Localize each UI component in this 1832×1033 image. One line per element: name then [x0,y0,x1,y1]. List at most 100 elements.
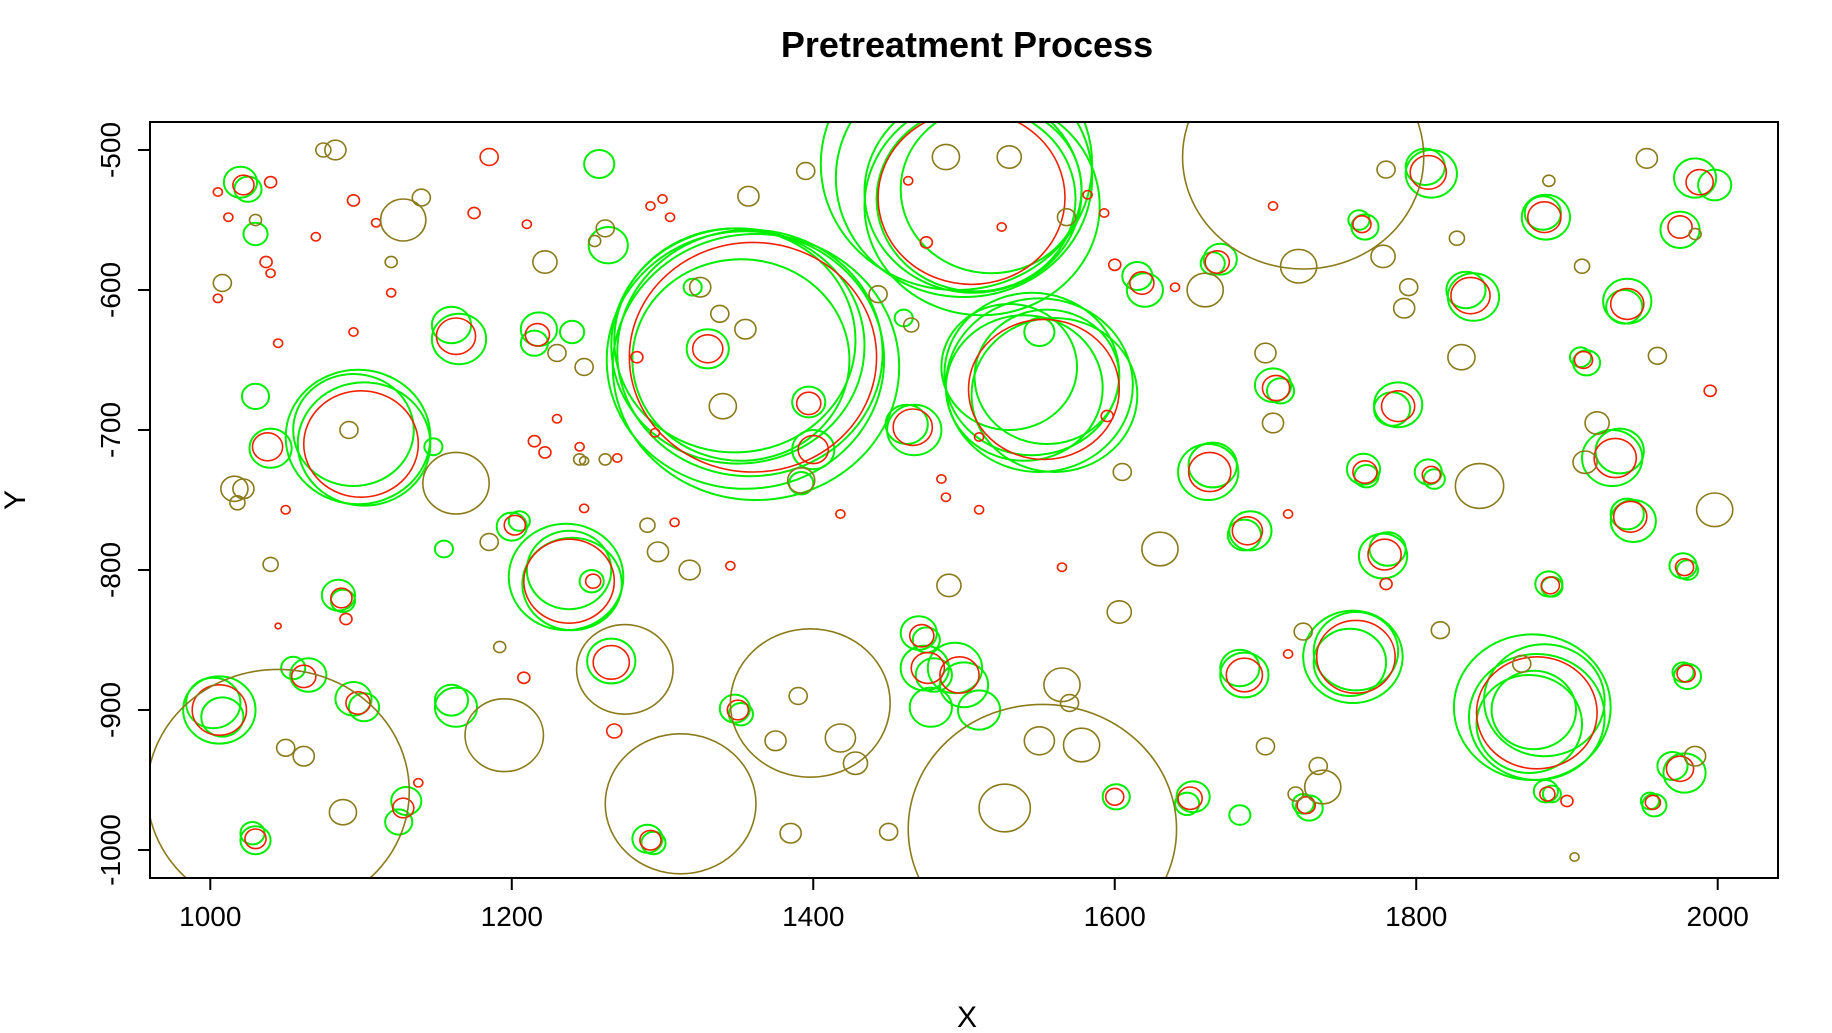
circle-mark [956,689,1002,731]
circle-mark [1352,215,1372,234]
circle-mark [584,573,602,590]
circle-mark [1665,755,1695,783]
circle-mark [328,798,358,826]
circle-mark [302,389,420,498]
circle-mark [1202,242,1238,276]
plot-area [150,122,1734,878]
circle-mark [1398,278,1419,297]
circle-mark [1422,468,1446,490]
circle-mark [834,122,1094,298]
circle-mark [978,783,1032,833]
circle-mark [479,532,500,552]
circle-mark [1659,210,1701,250]
circle-mark [1293,622,1314,641]
circle-mark [1023,725,1056,756]
circle-mark [908,686,953,728]
circle-mark [1448,230,1466,246]
circle-mark [1483,643,1606,758]
circle-mark [248,427,293,469]
circle-mark [1204,250,1231,275]
circle-mark [610,227,866,465]
circle-mark [1573,258,1591,275]
circle-mark [212,293,224,304]
circle-mark [384,808,414,836]
circle-mark [611,233,901,501]
circle-mark [1609,287,1645,321]
circle-mark [639,517,656,534]
circle-mark [1287,786,1304,802]
circle-mark [1177,786,1203,811]
circle-mark [182,675,257,745]
circle-mark [1106,599,1133,624]
circle-mark [239,825,272,856]
circle-mark [1676,664,1696,683]
circle-mark [229,494,246,511]
circle-mark [233,175,263,203]
circle-mark [1404,149,1458,199]
circle-mark [1367,538,1402,571]
circle-mark [1612,500,1648,533]
circle-mark [422,451,490,515]
circle-mark [877,122,1066,286]
circle-mark [251,431,284,462]
circle-mark [910,651,946,685]
circle-mark [908,623,935,648]
circle-mark [1609,497,1645,531]
x-tick-label: 2000 [1687,901,1749,932]
circle-mark [1112,462,1133,482]
circle-mark [967,318,1121,461]
circle-mark [791,385,827,419]
circle-mark [1347,209,1371,231]
circle-mark [708,392,738,420]
circle-mark [1532,779,1559,804]
chart-title: Pretreatment Process [781,24,1153,65]
circle-mark [587,234,602,248]
circle-mark [284,368,432,506]
circle-mark [1101,783,1131,811]
circle-mark [1357,532,1409,580]
circle-mark [592,644,631,681]
circle-mark [842,751,869,776]
circle-mark [1062,727,1101,763]
circle-mark [669,517,680,528]
circle-mark [709,304,730,323]
circle-mark [435,317,477,356]
circle-mark [788,686,809,706]
circle-mark [1379,577,1393,591]
circle-mark [1121,261,1154,291]
circle-mark [899,122,1083,275]
circle-mark [1593,437,1638,479]
circle-mark [734,318,757,340]
circle-mark [1573,350,1594,370]
circle-mark [232,174,255,196]
circle-mark [479,147,500,167]
circle-mark [1380,390,1416,423]
circle-mark [1141,531,1179,567]
circle-mark [795,391,822,416]
circle-mark [1174,791,1201,816]
circle-mark [936,473,947,484]
circle-mark [1490,669,1578,751]
circle-mark [1594,427,1645,475]
circle-mark [1447,343,1476,371]
circle-mark [797,434,830,465]
circle-mark [611,452,623,463]
circle-mark [598,452,613,466]
x-axis: 1000 1200 1400 1600 1800 2000 [179,878,1749,932]
y-axis-label: Y [0,490,32,510]
circle-mark [605,723,623,739]
circle-mark [587,226,629,265]
circle-mark [936,573,962,598]
circle-mark [902,175,914,186]
circle-mark [280,504,291,515]
circle-mark [907,703,1178,878]
circle-mark [764,730,787,752]
y-tick-label: -800 [95,542,126,598]
circle-mark [559,319,586,345]
circle-mark [391,797,415,819]
circle-mark [262,556,279,573]
circle-mark [1315,619,1396,694]
circle-mark [1345,452,1382,486]
circle-mark [578,569,605,594]
